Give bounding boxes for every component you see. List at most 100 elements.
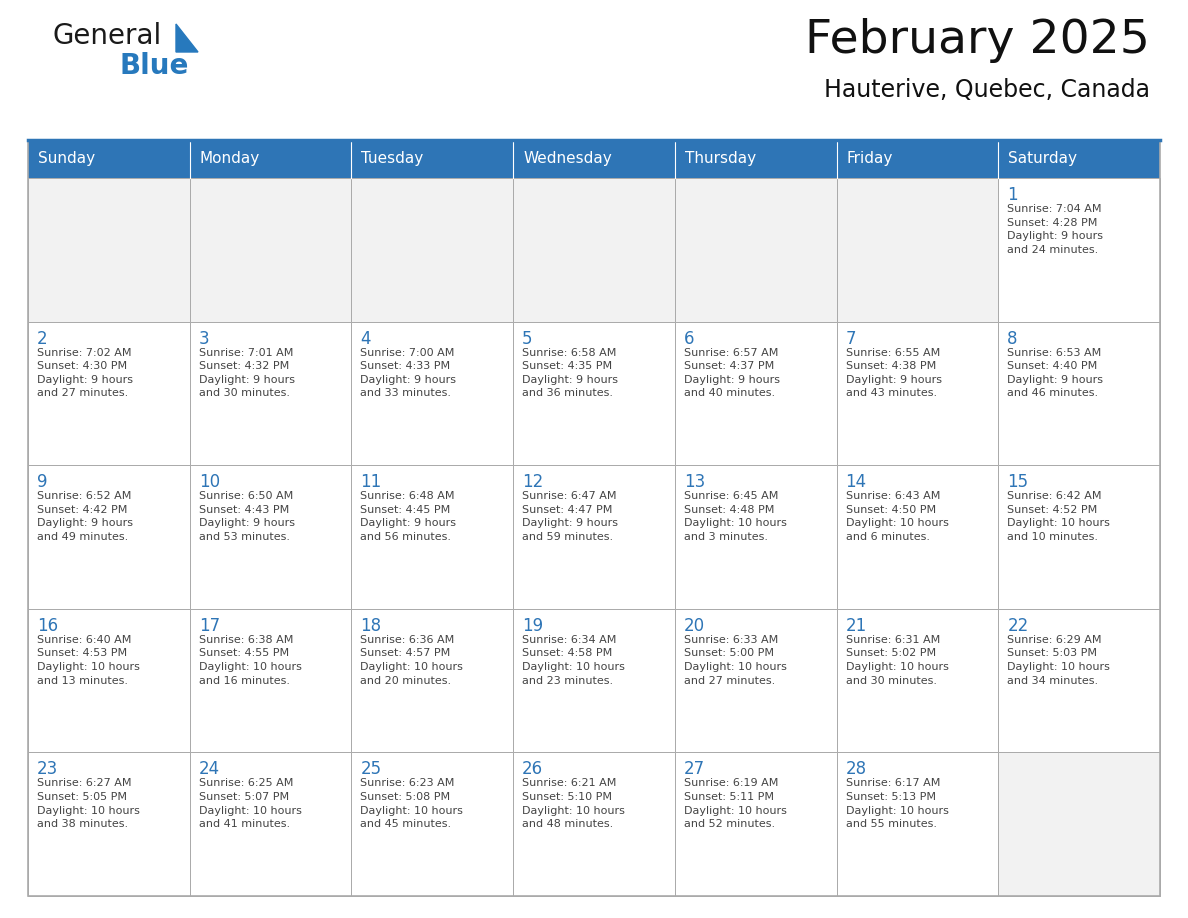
Text: Sunrise: 6:50 AM
Sunset: 4:43 PM
Daylight: 9 hours
and 53 minutes.: Sunrise: 6:50 AM Sunset: 4:43 PM Dayligh…	[198, 491, 295, 542]
Bar	[29, 140, 190, 178]
Bar	[998, 465, 1159, 609]
Text: 1: 1	[1007, 186, 1018, 204]
Text: 4: 4	[360, 330, 371, 348]
Text: Sunrise: 6:21 AM
Sunset: 5:10 PM
Daylight: 10 hours
and 48 minutes.: Sunrise: 6:21 AM Sunset: 5:10 PM Dayligh…	[523, 778, 625, 829]
Bar	[513, 609, 675, 753]
Bar	[675, 609, 836, 753]
Text: 2: 2	[37, 330, 48, 348]
Bar	[352, 465, 513, 609]
Bar	[998, 140, 1159, 178]
Text: Sunday: Sunday	[38, 151, 95, 166]
Text: General: General	[52, 22, 162, 50]
Text: Sunrise: 6:17 AM
Sunset: 5:13 PM
Daylight: 10 hours
and 55 minutes.: Sunrise: 6:17 AM Sunset: 5:13 PM Dayligh…	[846, 778, 948, 829]
Text: 28: 28	[846, 760, 867, 778]
Text: Sunrise: 6:33 AM
Sunset: 5:00 PM
Daylight: 10 hours
and 27 minutes.: Sunrise: 6:33 AM Sunset: 5:00 PM Dayligh…	[684, 635, 786, 686]
Text: 24: 24	[198, 760, 220, 778]
Text: Blue: Blue	[120, 52, 189, 80]
Text: Sunrise: 6:29 AM
Sunset: 5:03 PM
Daylight: 10 hours
and 34 minutes.: Sunrise: 6:29 AM Sunset: 5:03 PM Dayligh…	[1007, 635, 1110, 686]
Bar	[675, 178, 836, 321]
Text: Sunrise: 6:48 AM
Sunset: 4:45 PM
Daylight: 9 hours
and 56 minutes.: Sunrise: 6:48 AM Sunset: 4:45 PM Dayligh…	[360, 491, 456, 542]
Text: Sunrise: 6:40 AM
Sunset: 4:53 PM
Daylight: 10 hours
and 13 minutes.: Sunrise: 6:40 AM Sunset: 4:53 PM Dayligh…	[37, 635, 140, 686]
Text: 15: 15	[1007, 473, 1029, 491]
Text: 10: 10	[198, 473, 220, 491]
Text: Sunrise: 7:01 AM
Sunset: 4:32 PM
Daylight: 9 hours
and 30 minutes.: Sunrise: 7:01 AM Sunset: 4:32 PM Dayligh…	[198, 348, 295, 398]
Text: 8: 8	[1007, 330, 1018, 348]
Bar	[352, 609, 513, 753]
Text: Friday: Friday	[847, 151, 893, 166]
Text: 7: 7	[846, 330, 857, 348]
Bar	[675, 140, 836, 178]
Text: Sunrise: 7:00 AM
Sunset: 4:33 PM
Daylight: 9 hours
and 33 minutes.: Sunrise: 7:00 AM Sunset: 4:33 PM Dayligh…	[360, 348, 456, 398]
Bar	[29, 178, 190, 321]
Text: 3: 3	[198, 330, 209, 348]
Text: Sunrise: 7:02 AM
Sunset: 4:30 PM
Daylight: 9 hours
and 27 minutes.: Sunrise: 7:02 AM Sunset: 4:30 PM Dayligh…	[37, 348, 133, 398]
Text: 25: 25	[360, 760, 381, 778]
Bar	[836, 465, 998, 609]
Text: 22: 22	[1007, 617, 1029, 635]
Bar	[190, 609, 352, 753]
Text: 5: 5	[523, 330, 532, 348]
Bar	[836, 753, 998, 896]
Text: February 2025: February 2025	[805, 18, 1150, 63]
Text: Thursday: Thursday	[684, 151, 756, 166]
Text: 13: 13	[684, 473, 706, 491]
Text: Sunrise: 6:19 AM
Sunset: 5:11 PM
Daylight: 10 hours
and 52 minutes.: Sunrise: 6:19 AM Sunset: 5:11 PM Dayligh…	[684, 778, 786, 829]
Text: Wednesday: Wednesday	[523, 151, 612, 166]
Text: Sunrise: 6:52 AM
Sunset: 4:42 PM
Daylight: 9 hours
and 49 minutes.: Sunrise: 6:52 AM Sunset: 4:42 PM Dayligh…	[37, 491, 133, 542]
Bar	[190, 140, 352, 178]
Bar	[190, 465, 352, 609]
Bar	[352, 753, 513, 896]
Bar	[190, 321, 352, 465]
Bar	[836, 609, 998, 753]
Text: 6: 6	[684, 330, 694, 348]
Text: Sunrise: 6:36 AM
Sunset: 4:57 PM
Daylight: 10 hours
and 20 minutes.: Sunrise: 6:36 AM Sunset: 4:57 PM Dayligh…	[360, 635, 463, 686]
Text: Sunrise: 6:23 AM
Sunset: 5:08 PM
Daylight: 10 hours
and 45 minutes.: Sunrise: 6:23 AM Sunset: 5:08 PM Dayligh…	[360, 778, 463, 829]
Bar	[29, 140, 1159, 896]
Text: 17: 17	[198, 617, 220, 635]
Text: 26: 26	[523, 760, 543, 778]
Bar	[998, 609, 1159, 753]
Text: Sunrise: 6:53 AM
Sunset: 4:40 PM
Daylight: 9 hours
and 46 minutes.: Sunrise: 6:53 AM Sunset: 4:40 PM Dayligh…	[1007, 348, 1104, 398]
Text: Monday: Monday	[200, 151, 260, 166]
Text: Tuesday: Tuesday	[361, 151, 424, 166]
Bar	[352, 178, 513, 321]
Bar	[836, 140, 998, 178]
Text: 27: 27	[684, 760, 704, 778]
Text: Sunrise: 6:57 AM
Sunset: 4:37 PM
Daylight: 9 hours
and 40 minutes.: Sunrise: 6:57 AM Sunset: 4:37 PM Dayligh…	[684, 348, 779, 398]
Bar	[513, 321, 675, 465]
Text: Sunrise: 6:55 AM
Sunset: 4:38 PM
Daylight: 9 hours
and 43 minutes.: Sunrise: 6:55 AM Sunset: 4:38 PM Dayligh…	[846, 348, 942, 398]
Polygon shape	[176, 24, 198, 52]
Text: Sunrise: 6:34 AM
Sunset: 4:58 PM
Daylight: 10 hours
and 23 minutes.: Sunrise: 6:34 AM Sunset: 4:58 PM Dayligh…	[523, 635, 625, 686]
Bar	[675, 321, 836, 465]
Bar	[836, 321, 998, 465]
Text: 23: 23	[37, 760, 58, 778]
Text: Sunrise: 6:45 AM
Sunset: 4:48 PM
Daylight: 10 hours
and 3 minutes.: Sunrise: 6:45 AM Sunset: 4:48 PM Dayligh…	[684, 491, 786, 542]
Bar	[352, 321, 513, 465]
Text: Sunrise: 7:04 AM
Sunset: 4:28 PM
Daylight: 9 hours
and 24 minutes.: Sunrise: 7:04 AM Sunset: 4:28 PM Dayligh…	[1007, 204, 1104, 255]
Bar	[513, 178, 675, 321]
Bar	[352, 140, 513, 178]
Bar	[29, 465, 190, 609]
Text: Sunrise: 6:27 AM
Sunset: 5:05 PM
Daylight: 10 hours
and 38 minutes.: Sunrise: 6:27 AM Sunset: 5:05 PM Dayligh…	[37, 778, 140, 829]
Bar	[675, 753, 836, 896]
Bar	[513, 465, 675, 609]
Text: 9: 9	[37, 473, 48, 491]
Bar	[998, 753, 1159, 896]
Text: 11: 11	[360, 473, 381, 491]
Bar	[998, 321, 1159, 465]
Text: Hauterive, Quebec, Canada: Hauterive, Quebec, Canada	[824, 78, 1150, 102]
Bar	[836, 178, 998, 321]
Bar	[675, 465, 836, 609]
Bar	[29, 609, 190, 753]
Text: Sunrise: 6:47 AM
Sunset: 4:47 PM
Daylight: 9 hours
and 59 minutes.: Sunrise: 6:47 AM Sunset: 4:47 PM Dayligh…	[523, 491, 618, 542]
Text: Sunrise: 6:58 AM
Sunset: 4:35 PM
Daylight: 9 hours
and 36 minutes.: Sunrise: 6:58 AM Sunset: 4:35 PM Dayligh…	[523, 348, 618, 398]
Bar	[29, 753, 190, 896]
Text: Sunrise: 6:38 AM
Sunset: 4:55 PM
Daylight: 10 hours
and 16 minutes.: Sunrise: 6:38 AM Sunset: 4:55 PM Dayligh…	[198, 635, 302, 686]
Text: Sunrise: 6:43 AM
Sunset: 4:50 PM
Daylight: 10 hours
and 6 minutes.: Sunrise: 6:43 AM Sunset: 4:50 PM Dayligh…	[846, 491, 948, 542]
Bar	[513, 753, 675, 896]
Bar	[29, 321, 190, 465]
Text: 14: 14	[846, 473, 867, 491]
Text: 12: 12	[523, 473, 543, 491]
Bar	[513, 140, 675, 178]
Text: 20: 20	[684, 617, 704, 635]
